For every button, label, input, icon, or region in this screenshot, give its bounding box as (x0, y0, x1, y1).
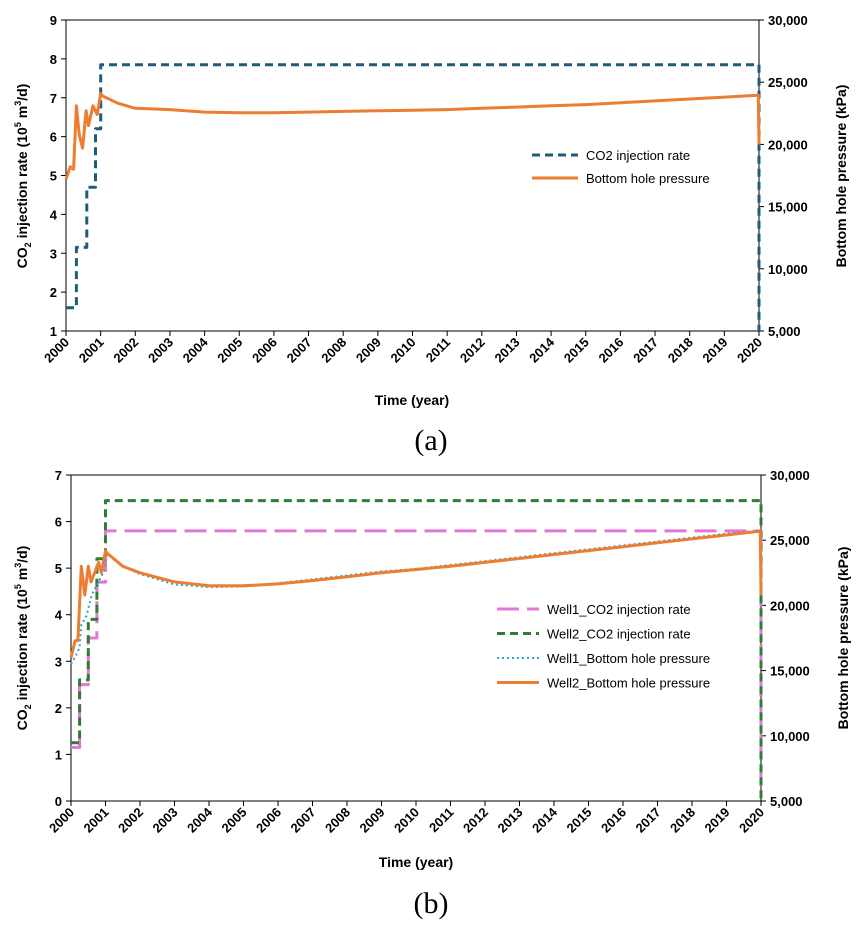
x-tick-label: 2001 (76, 335, 107, 366)
x-tick-label: 2008 (322, 805, 353, 836)
plot-area-b (70, 474, 762, 802)
y-tick-label: 6 (50, 130, 57, 145)
y-tick-label: 4 (50, 207, 58, 222)
x-tick-label: 2013 (492, 335, 523, 366)
x-tick-label: 2017 (630, 335, 661, 366)
chart-a: 2000 2001 2002 2003 2004 2005 2006 2007 2008 2009… (13, 13, 849, 457)
x-tick-label: 2011 (426, 805, 457, 836)
y-tick-label: 5 (50, 169, 57, 184)
x-tick-label: 2019 (702, 805, 733, 836)
chart-b: 2000 2001 2002 2003 2004 2005 2006 2007 2008 2009… (13, 468, 851, 920)
x-tick-label: 2018 (667, 805, 698, 836)
y2-tick-label: 10,000 (770, 729, 810, 744)
x-tick-label: 2007 (288, 805, 319, 836)
x-tick-label: 2002 (115, 805, 146, 836)
caption-a: (a) (414, 424, 447, 457)
x-tick-label: 2014 (529, 804, 561, 836)
y-tick-label: 2 (50, 285, 57, 300)
y2-tick-label: 20,000 (768, 137, 808, 152)
x-tick-label: 2014 (526, 334, 558, 366)
x-tick-label: 2000 (46, 805, 77, 836)
y2-tick-label: 10,000 (768, 262, 808, 277)
y2-axis-label-a: Bottom hole pressure (kPa) (833, 85, 849, 268)
series-line-well2-co2-injection-rate (71, 499, 763, 801)
series-line-well2-bottom-hole-pressure (69, 529, 763, 658)
y-tick-label: 3 (50, 246, 57, 261)
legend-label: CO2 injection rate (586, 148, 690, 163)
legend-label: Well1_CO2 injection rate (547, 602, 691, 617)
x-tick-label: 2010 (388, 335, 419, 366)
y2-tick-label: 5,000 (768, 324, 801, 339)
x-tick-label: 2006 (253, 805, 284, 836)
y2-tick-label: 15,000 (768, 200, 808, 215)
y2-tick-label: 20,000 (770, 598, 810, 613)
x-axis-label-b: Time (year) (379, 854, 453, 870)
x-tick-label: 2009 (357, 805, 388, 836)
caption-b: (b) (414, 887, 449, 920)
x-tick-label: 2009 (353, 335, 384, 366)
legend-label: Well2_CO2 injection rate (547, 627, 691, 642)
x-tick-label: 2003 (150, 805, 181, 836)
y2-tick-label: 15,000 (770, 664, 810, 679)
y-tick-label: 4 (55, 608, 63, 623)
y2-tick-label: 25,000 (770, 533, 810, 548)
x-tick-label: 2020 (734, 335, 765, 366)
x-tick-label: 2015 (564, 805, 595, 836)
x-tick-label: 2013 (495, 805, 526, 836)
y-tick-label: 3 (55, 654, 62, 669)
x-tick-label: 2012 (460, 805, 491, 836)
y-tick-label: 5 (55, 561, 62, 576)
legend-b: Well1_CO2 injection rate Well2_CO2 inject… (497, 602, 710, 691)
x-tick-label: 2007 (284, 335, 315, 366)
y-tick-label: 0 (55, 794, 62, 809)
y2-tick-label: 25,000 (768, 75, 808, 90)
x-tick-label: 2020 (736, 805, 767, 836)
x-tick-label: 2002 (110, 335, 141, 366)
y2-axis-label-b: Bottom hole pressure (kPa) (835, 547, 851, 730)
x-tick-label: 2016 (595, 335, 626, 366)
y-tick-label: 6 (55, 515, 62, 530)
legend-a: CO2 injection rate Bottom hole pressure (532, 148, 710, 186)
x-tick-label: 2015 (561, 335, 592, 366)
y2-tick-label: 30,000 (770, 468, 810, 483)
y-tick-label: 9 (50, 13, 57, 28)
x-tick-label: 2011 (423, 335, 454, 366)
legend-label: Well1_Bottom hole pressure (547, 651, 710, 666)
series-line-bottom-hole-pressure (64, 91, 761, 180)
x-tick-label: 2016 (598, 805, 629, 836)
x-tick-label: 2006 (249, 335, 280, 366)
x-tick-label: 2010 (391, 805, 422, 836)
y-tick-label: 8 (50, 52, 57, 67)
y-axis-label-b: CO2 injection rate (105 m3/d) (13, 546, 33, 731)
legend-label: Well2_Bottom hole pressure (547, 676, 710, 691)
x-tick-label: 2004 (184, 804, 216, 836)
y2-tick-label: 30,000 (768, 13, 808, 28)
x-tick-label: 2008 (318, 335, 349, 366)
x-tick-label: 2003 (145, 335, 176, 366)
x-tick-label: 2001 (81, 805, 112, 836)
x-axis-label-a: Time (year) (375, 392, 449, 408)
series-line-co2-injection-rate (66, 63, 761, 331)
y-tick-label: 7 (55, 468, 62, 483)
plot-area-a (65, 19, 760, 332)
x-tick-label: 2005 (219, 805, 250, 836)
y-tick-label: 1 (55, 747, 62, 762)
x-tick-label: 2000 (41, 335, 72, 366)
y-tick-label: 7 (50, 91, 57, 106)
x-tick-label: 2012 (457, 335, 488, 366)
legend-label: Bottom hole pressure (586, 171, 710, 186)
x-tick-label: 2019 (699, 335, 730, 366)
y2-tick-label: 5,000 (770, 794, 803, 809)
x-tick-label: 2005 (214, 335, 245, 366)
y-axis-label-a: CO2 injection rate (105 m3/d) (13, 84, 33, 269)
x-tick-label: 2018 (665, 335, 696, 366)
y-tick-label: 2 (55, 701, 62, 716)
y-tick-label: 1 (50, 324, 57, 339)
x-tick-label: 2017 (633, 805, 664, 836)
x-tick-label: 2004 (180, 334, 212, 366)
